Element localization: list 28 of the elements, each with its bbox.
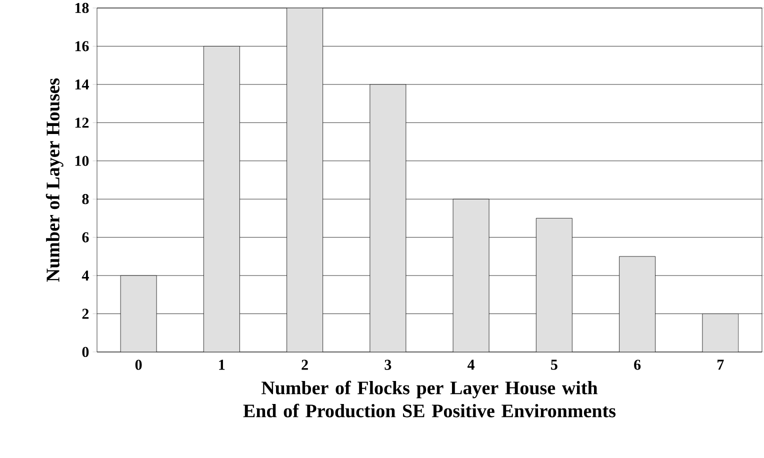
x-tick-label: 0 — [135, 360, 142, 370]
bar — [702, 314, 739, 352]
bar — [619, 256, 656, 352]
bar — [203, 46, 240, 352]
x-tick-label: 6 — [634, 360, 641, 370]
y-tick-label: 16 — [75, 41, 89, 52]
y-axis-title: Number of Layer Houses — [46, 78, 64, 282]
y-tick-label: 4 — [82, 270, 89, 280]
x-tick-label: 1 — [219, 360, 225, 370]
bar — [536, 218, 572, 352]
x-tick-label: 5 — [551, 360, 558, 370]
bar — [370, 84, 406, 352]
bar — [120, 275, 157, 352]
x-tick-label: 7 — [718, 360, 724, 370]
y-tick-label: 8 — [82, 194, 89, 204]
y-tick-label: 12 — [75, 118, 89, 128]
x-axis-title: Number of Flocks per Layer House with End of Production SE Positive Environments — [243, 380, 616, 418]
y-tick-label: 18 — [75, 2, 89, 14]
x-tick-label: 3 — [384, 360, 392, 370]
bar — [286, 8, 324, 352]
y-tick-label: 14 — [75, 79, 89, 90]
y-tick-label: 0 — [82, 346, 89, 358]
y-tick-label: 2 — [82, 308, 89, 319]
x-tick-label: 4 — [468, 360, 475, 370]
bar — [452, 198, 490, 352]
y-tick-label: 6 — [82, 232, 89, 242]
y-tick-label: 10 — [75, 156, 89, 166]
x-tick-label: 2 — [302, 360, 308, 370]
